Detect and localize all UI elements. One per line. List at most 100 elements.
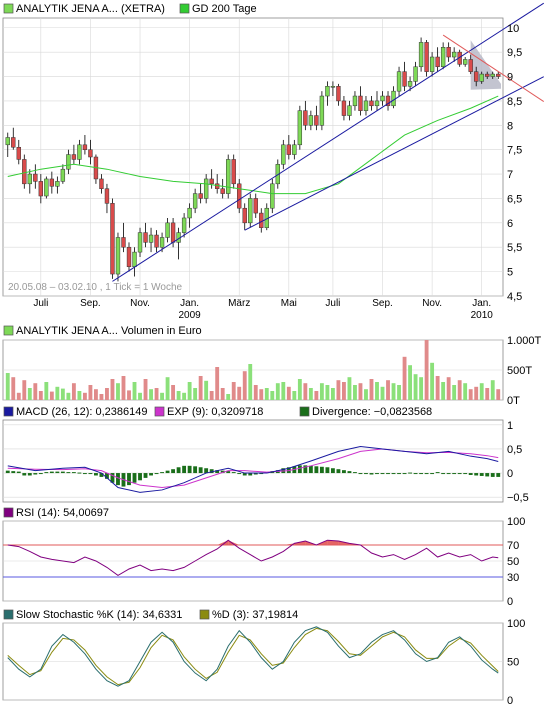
volume-bar (275, 383, 280, 400)
stochastic-y-axis: 100 50 0 (507, 618, 525, 707)
volume-bar (303, 383, 308, 400)
divergence-bar (49, 471, 54, 474)
volume-bar (182, 392, 187, 400)
candle-body (319, 95, 325, 126)
candle-body (275, 164, 280, 185)
divergence-bar (248, 473, 253, 476)
price-legend: ANALYTIK JENA A... (XETRA) GD 200 Tage (3, 3, 257, 15)
divergence-bar (435, 472, 440, 474)
price-x-tick-label: Juli (33, 298, 48, 309)
candle-body (462, 59, 468, 65)
gd200-line (7, 95, 499, 195)
candle-body (16, 146, 21, 160)
volume-bar (27, 388, 32, 400)
candle-body (154, 234, 159, 248)
candle-body (115, 237, 121, 275)
volume-bar (204, 380, 209, 400)
volume-bar (386, 380, 390, 400)
divergence-bar (187, 465, 192, 474)
volume-bar (160, 392, 164, 400)
volume-bar (149, 389, 153, 400)
divergence-bar (182, 465, 187, 474)
divergence-bar (413, 473, 418, 475)
volume-bar (55, 386, 60, 400)
volume-bar (435, 376, 440, 400)
volume-bar (490, 380, 495, 400)
candle-body (485, 73, 490, 77)
divergence-bar (71, 472, 76, 474)
volume-bar (319, 383, 324, 400)
divergence-bar (110, 473, 115, 483)
volume-bar (165, 377, 170, 400)
candle-body (358, 95, 363, 111)
divergence-bar (116, 473, 120, 486)
candle-body (143, 232, 148, 243)
volume-bar (441, 382, 446, 400)
rsi-y-axis: 100 70 50 30 0 (507, 516, 525, 608)
volume-bar (209, 391, 214, 400)
price-x-tick-label: Mai (281, 298, 297, 309)
divergence-bar (419, 473, 424, 475)
candle-body (170, 222, 176, 243)
price-x-tick-label: März (228, 298, 250, 309)
exp-legend-label: EXP (9): 0,3209718 (167, 406, 263, 418)
volume-bar (94, 389, 98, 400)
divergence-bar (446, 473, 451, 475)
divergence-legend-label: Divergence: −0,0823568 (312, 406, 432, 418)
volume-bar (479, 383, 484, 400)
divergence-bar (215, 470, 220, 474)
price-y-tick-label: 6 (507, 218, 513, 230)
candle-body (187, 207, 192, 219)
divergence-bar (490, 473, 495, 477)
volume-bar (375, 382, 379, 400)
candle-body (435, 56, 440, 68)
candle-body (209, 178, 214, 185)
candle-body (352, 95, 358, 107)
volume-bar (347, 377, 352, 400)
divergence-bar (496, 473, 501, 477)
price-trendlines (7, 2, 545, 282)
price-x-tick-label: Sep. (80, 298, 101, 309)
volume-panel: ANALYTIK JENA A... Volumen in Euro 1.000… (2, 325, 542, 407)
candle-body (44, 178, 49, 197)
candle-body (396, 71, 402, 92)
candle-body (132, 251, 137, 267)
volume-bar (457, 380, 462, 400)
divergence-bar (314, 466, 319, 474)
divergence-bar (143, 473, 148, 478)
volume-bar (22, 380, 27, 400)
volume-bar (121, 376, 126, 400)
volume-bar (413, 374, 418, 400)
stoch-d-legend-swatch (199, 609, 210, 620)
divergence-bar (33, 473, 38, 475)
trendline (244, 76, 544, 231)
volume-bar (237, 386, 242, 400)
candle-body (341, 100, 347, 116)
volume-bar (66, 392, 71, 400)
candle-body (380, 95, 385, 102)
volume-bar (380, 386, 385, 400)
divergence-bar (94, 473, 98, 476)
divergence-bar (231, 472, 236, 474)
candle-body (374, 100, 380, 107)
divergence-bar (171, 469, 176, 474)
divergence-bar (424, 473, 429, 475)
price-x-axis: Juli Sep. Nov. Jan. März Mai Juli Sep. Nov. Jan.2… (33, 298, 493, 321)
candle-body (5, 137, 10, 146)
volume-bar (330, 388, 335, 400)
divergence-bar (408, 472, 412, 474)
volume-bar (88, 385, 93, 400)
candle-body (308, 115, 314, 126)
candle-body (165, 222, 170, 238)
volume-bar (154, 388, 159, 400)
price-x-tick-label: Nov. (130, 298, 150, 309)
volume-bar (419, 377, 424, 400)
volume-bar (496, 389, 501, 400)
channel-top-line (442, 34, 545, 102)
candle-body (496, 73, 501, 77)
divergence-bar (452, 473, 457, 475)
rsi-y-tick-label: 30 (507, 572, 519, 584)
volume-bar (308, 388, 313, 400)
candle-body (220, 188, 225, 194)
